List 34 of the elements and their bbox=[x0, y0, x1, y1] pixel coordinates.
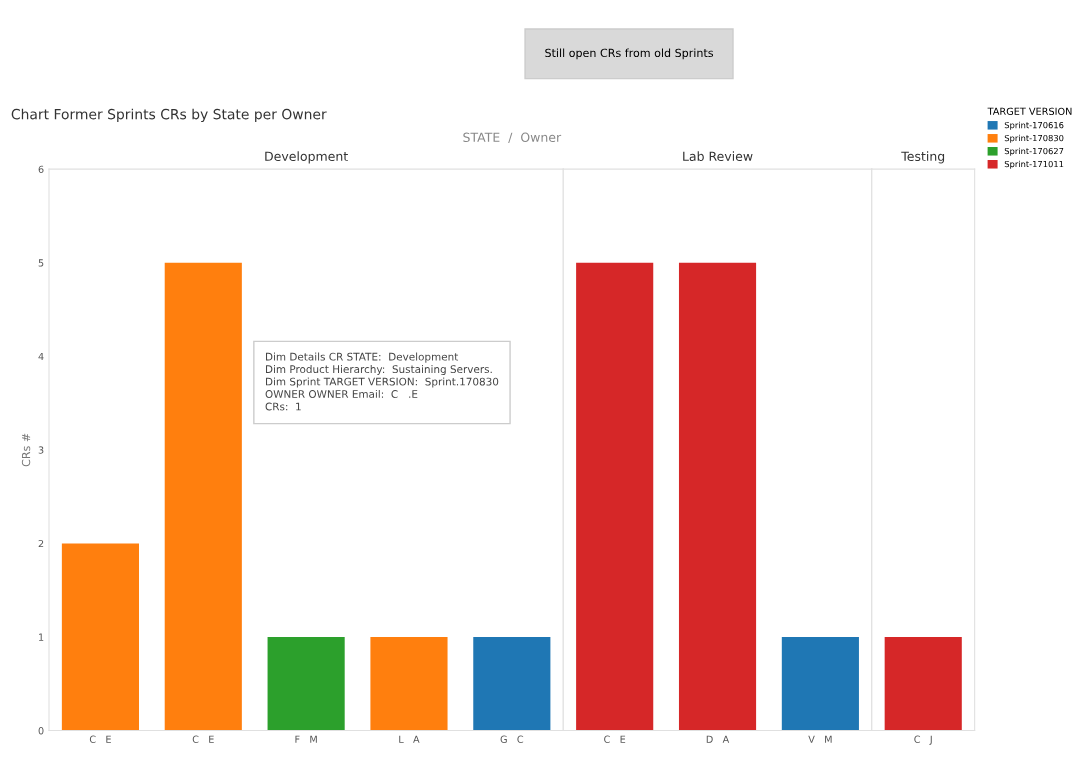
chart-title: Testing bbox=[901, 151, 945, 164]
x-tick-label: F M bbox=[295, 735, 317, 743]
legend-label: Sprint-170830 bbox=[1004, 134, 1064, 143]
legend-label: Sprint-170616 bbox=[1004, 121, 1064, 130]
text: Chart Former Sprints CRs by State per Owner bbox=[11, 108, 327, 123]
legend-label: Sprint-171011 bbox=[1004, 160, 1064, 169]
bar bbox=[164, 262, 242, 731]
x-tick-label: C J bbox=[914, 735, 932, 745]
x-tick-label: L A bbox=[399, 735, 420, 743]
y-tick-label: 2 bbox=[38, 539, 44, 548]
annotation: Dim Details CR STATE: Development Dim Product Hierarchy: Sustaining Servers. Dim Sprint TARGET VERSION: Sprint.170830 OWNER OWNER Email: C .E CRs: 1 bbox=[265, 352, 499, 411]
text: Still open CRs from old Sprints bbox=[545, 48, 714, 60]
x-tick-label: C E bbox=[604, 735, 626, 743]
bar bbox=[267, 636, 345, 731]
x-tick-label: G C bbox=[500, 735, 524, 743]
y-tick-label: 6 bbox=[38, 165, 44, 174]
x-tick-label: V M bbox=[808, 735, 832, 743]
chart-title: Lab Review bbox=[683, 151, 753, 162]
legend-title: TARGET VERSION bbox=[987, 107, 1072, 115]
chart-title: Development bbox=[265, 151, 348, 164]
x-tick-label: D A bbox=[706, 735, 730, 743]
y-tick-label: 3 bbox=[38, 446, 44, 454]
bar bbox=[61, 543, 139, 731]
y-tick-label: 4 bbox=[38, 352, 44, 360]
bar bbox=[370, 636, 448, 731]
y-tick-label: 5 bbox=[38, 259, 44, 267]
y-tick-label: 0 bbox=[38, 727, 44, 735]
y-tick-label: 1 bbox=[39, 633, 44, 641]
x-tick-label: C E bbox=[192, 735, 214, 743]
x-tick-label: C E bbox=[89, 735, 111, 743]
text: STATE / Owner bbox=[463, 132, 562, 144]
legend-label: Sprint-170627 bbox=[1004, 147, 1064, 156]
bar bbox=[473, 636, 551, 731]
y-axis-title: CRs # bbox=[21, 433, 31, 467]
